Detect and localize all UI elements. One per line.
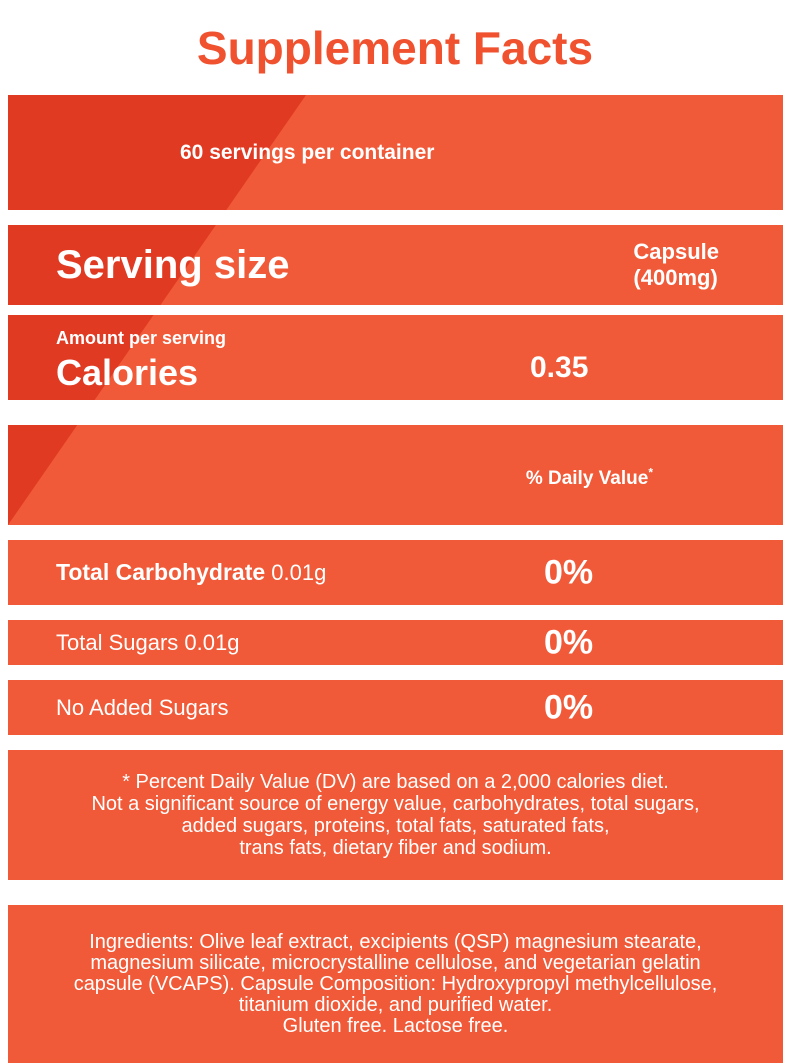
footnote-line: added sugars, proteins, total fats, satu… bbox=[181, 815, 610, 837]
ingredients-line: capsule (VCAPS). Capsule Composition: Hy… bbox=[73, 972, 718, 995]
serving-size-band: Serving size Capsule (400mg) bbox=[8, 225, 783, 305]
calories-label: Calories bbox=[56, 352, 199, 393]
amount-per-serving-label: Amount per serving bbox=[56, 328, 227, 348]
serving-size-value-line2: (400mg) bbox=[633, 265, 718, 290]
nutrient-name: Total Carbohydrate 0.01g bbox=[56, 559, 326, 586]
nutrient-row-total-sugars: Total Sugars 0.01g 0% bbox=[8, 620, 783, 665]
nutrient-dv-value: 0% bbox=[544, 688, 594, 726]
nutrient-name-bold: Total Carbohydrate bbox=[56, 559, 266, 585]
daily-value-header: % Daily Value* bbox=[525, 465, 653, 490]
serving-size-value-line1: Capsule bbox=[633, 239, 719, 264]
footnote-line: Not a significant source of energy value… bbox=[91, 793, 700, 815]
nutrient-name-rest: Total Sugars 0.01g bbox=[56, 630, 240, 655]
nutrient-name-rest: 0.01g bbox=[265, 560, 327, 585]
ingredients-line: Gluten free. Lactose free. bbox=[282, 1014, 509, 1037]
ingredients-band: Ingredients: Olive leaf extract, excipie… bbox=[8, 905, 783, 1063]
calories-band: Amount per serving Calories 0.35 bbox=[8, 315, 783, 400]
serving-size-label: Serving size bbox=[56, 242, 290, 287]
daily-value-footnote-band: * Percent Daily Value (DV) are based on … bbox=[8, 750, 783, 880]
divider bbox=[8, 880, 783, 905]
serving-size-value: Capsule (400mg) bbox=[633, 239, 719, 291]
nutrient-name-rest: No Added Sugars bbox=[56, 695, 229, 720]
supplement-facts-panel: 60 servings per container Serving size C… bbox=[0, 95, 790, 1063]
nutrient-name: Total Sugars 0.01g bbox=[56, 629, 239, 656]
nutrient-row-total-carbohydrate: Total Carbohydrate 0.01g 0% bbox=[8, 540, 783, 605]
ingredients-line: magnesium silicate, microcrystalline cel… bbox=[90, 951, 701, 974]
daily-value-header-text: % Daily Value bbox=[525, 468, 649, 489]
divider bbox=[8, 210, 783, 225]
daily-value-header-band: % Daily Value* bbox=[8, 425, 783, 525]
footnote-line: * Percent Daily Value (DV) are based on … bbox=[122, 771, 669, 793]
ingredients-line: titanium dioxide, and purified water. bbox=[238, 993, 553, 1016]
divider bbox=[8, 525, 783, 540]
calories-value: 0.35 bbox=[530, 351, 589, 384]
nutrient-dv-value: 0% bbox=[544, 623, 594, 661]
servings-text: 60 servings per container bbox=[180, 140, 435, 164]
servings-band: 60 servings per container bbox=[8, 95, 783, 210]
nutrient-name: No Added Sugars bbox=[56, 694, 228, 721]
divider bbox=[8, 305, 783, 315]
divider bbox=[8, 400, 783, 425]
daily-value-asterisk: * bbox=[648, 465, 653, 480]
divider bbox=[8, 665, 783, 680]
divider bbox=[8, 735, 783, 750]
label-header: Supplement Facts bbox=[0, 0, 790, 95]
nutrient-dv-value: 0% bbox=[544, 553, 594, 591]
nutrient-row-no-added-sugars: No Added Sugars 0% bbox=[8, 680, 783, 735]
footnote-line: trans fats, dietary fiber and sodium. bbox=[239, 837, 552, 859]
ingredients-line: Ingredients: Olive leaf extract, excipie… bbox=[89, 930, 702, 953]
divider bbox=[8, 605, 783, 620]
page-title: Supplement Facts bbox=[196, 21, 594, 74]
